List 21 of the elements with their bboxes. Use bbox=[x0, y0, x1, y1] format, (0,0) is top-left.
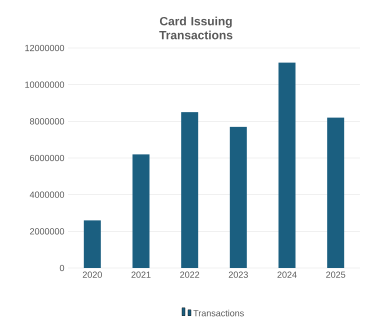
chart-title: Card Issuing Transactions bbox=[159, 16, 232, 40]
bar bbox=[230, 126, 247, 268]
y-tick-label: 4000000 bbox=[30, 191, 64, 198]
bar bbox=[181, 112, 198, 268]
x-tick-label: 2021 bbox=[131, 272, 151, 278]
x-tick-label: 2022 bbox=[180, 272, 200, 278]
x-tick-label: 2023 bbox=[228, 272, 248, 278]
bar bbox=[84, 220, 101, 268]
x-tick-label: 2025 bbox=[326, 272, 346, 278]
bar bbox=[278, 62, 296, 268]
x-tick-label: 2020 bbox=[82, 272, 102, 278]
y-tick-label: 6000000 bbox=[30, 154, 64, 162]
y-tick-label: 2000000 bbox=[30, 228, 64, 235]
y-tick-label: 12000000 bbox=[25, 44, 64, 52]
y-tick-label: 10000000 bbox=[25, 81, 64, 88]
y-tick-label: 0 bbox=[60, 264, 64, 272]
bar bbox=[327, 118, 344, 268]
bar bbox=[132, 154, 150, 268]
x-tick-label: 2024 bbox=[277, 272, 297, 278]
legend-label: Transactions bbox=[193, 310, 244, 316]
y-tick-label: 8000000 bbox=[30, 118, 64, 125]
